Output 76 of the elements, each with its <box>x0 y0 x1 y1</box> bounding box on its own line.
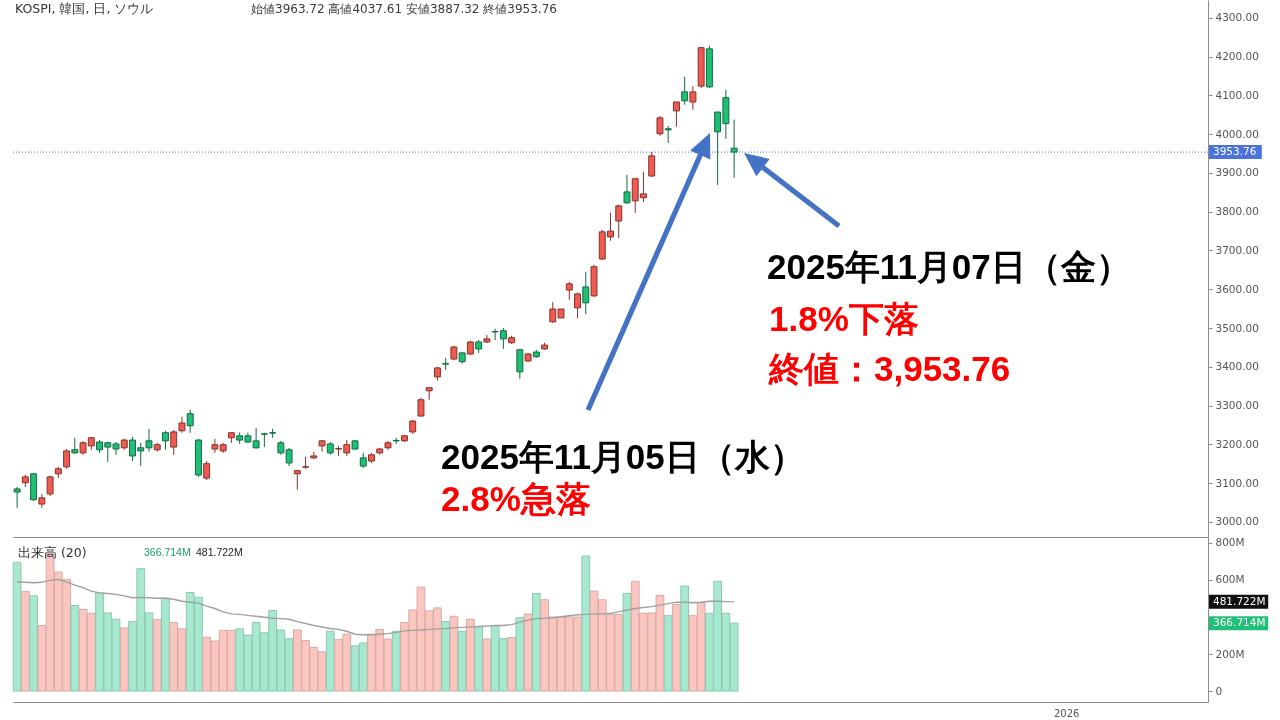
y-tick-label: 3600.00 <box>1215 282 1259 295</box>
bar <box>622 592 632 692</box>
bar <box>161 597 170 692</box>
candlestick <box>648 151 656 178</box>
bar <box>581 555 591 692</box>
candlestick <box>63 448 71 470</box>
bar <box>531 592 541 692</box>
y-tick-label: 600M <box>1215 573 1245 586</box>
bar <box>507 637 516 692</box>
y-tick-label: 4100.00 <box>1215 88 1259 101</box>
bar <box>391 630 401 692</box>
text: 481.722M <box>1213 594 1266 607</box>
y-tick-label: 0 <box>1215 684 1223 697</box>
bar <box>12 561 22 692</box>
chart-title: KOSPI, 韓国, 日, ソウル <box>15 1 154 16</box>
annotation: 2.8%急落 <box>441 479 591 518</box>
candlestick <box>623 174 631 205</box>
bar <box>680 585 690 692</box>
y-tick-label: 200M <box>1215 647 1245 660</box>
y-tick-label: 3200.00 <box>1215 437 1259 450</box>
ref-line-label: 3953.76 <box>1213 145 1257 158</box>
annotation: 2025年11月05日（水） <box>441 437 805 476</box>
bar <box>449 615 459 692</box>
candlestick <box>252 427 260 450</box>
annotation: 481.722M <box>196 546 243 558</box>
y-tick-label: 3000.00 <box>1215 515 1259 528</box>
bar <box>119 627 129 692</box>
y-tick-label: 3700.00 <box>1215 243 1259 256</box>
y-tick-label: 3400.00 <box>1215 360 1259 373</box>
candlestick <box>615 204 623 239</box>
candlestick <box>203 460 211 481</box>
y-tick-label: 3500.00 <box>1215 321 1259 334</box>
candlestick <box>582 271 590 315</box>
y-tick-label: 800M <box>1215 536 1245 549</box>
annotation: 366.714M <box>144 546 191 558</box>
annotation: 終値：3,953.76 <box>768 349 1011 388</box>
bar <box>663 615 673 692</box>
bar <box>672 604 681 692</box>
y-tick-label: 3900.00 <box>1215 166 1259 179</box>
chart-subtitle: 始値3963.72 高値4037.61 安値3887.32 終値3953.76 <box>251 2 557 16</box>
candlestick <box>730 119 738 179</box>
candlestick <box>170 429 178 456</box>
candlestick <box>516 348 524 380</box>
y-tick-label: 3100.00 <box>1215 476 1259 489</box>
y-tick-label: 4200.00 <box>1215 50 1259 63</box>
candlestick <box>681 76 689 106</box>
bar <box>70 605 80 692</box>
candlestick <box>417 397 425 418</box>
bar <box>523 613 533 692</box>
text: 出来高 (20) <box>18 545 87 560</box>
text: 2026 <box>1054 708 1080 719</box>
bar <box>152 619 162 692</box>
candlestick <box>162 430 169 451</box>
y-tick-label: 4300.00 <box>1215 11 1259 24</box>
bar <box>482 638 492 692</box>
bar <box>441 621 451 692</box>
bar <box>457 630 467 692</box>
candlestick <box>656 115 664 137</box>
y-tick-label: 3800.00 <box>1215 205 1259 218</box>
candlestick <box>186 409 194 434</box>
candlestick <box>672 101 680 128</box>
bar <box>474 625 484 692</box>
candlestick <box>13 486 21 509</box>
annotation: 2025年11月07日（金） <box>767 247 1131 286</box>
y-tick-label: 4000.00 <box>1215 127 1259 140</box>
candlestick <box>689 85 697 111</box>
line-series <box>16 578 735 636</box>
bar <box>325 630 335 692</box>
annotation: 1.8%下落 <box>769 299 919 338</box>
bar <box>515 617 525 692</box>
bar <box>466 618 475 692</box>
text: 366.714M <box>1213 616 1266 629</box>
y-tick-label: 3300.00 <box>1215 399 1259 412</box>
bar <box>20 590 30 692</box>
candlestick <box>574 292 581 319</box>
bar <box>29 595 38 692</box>
